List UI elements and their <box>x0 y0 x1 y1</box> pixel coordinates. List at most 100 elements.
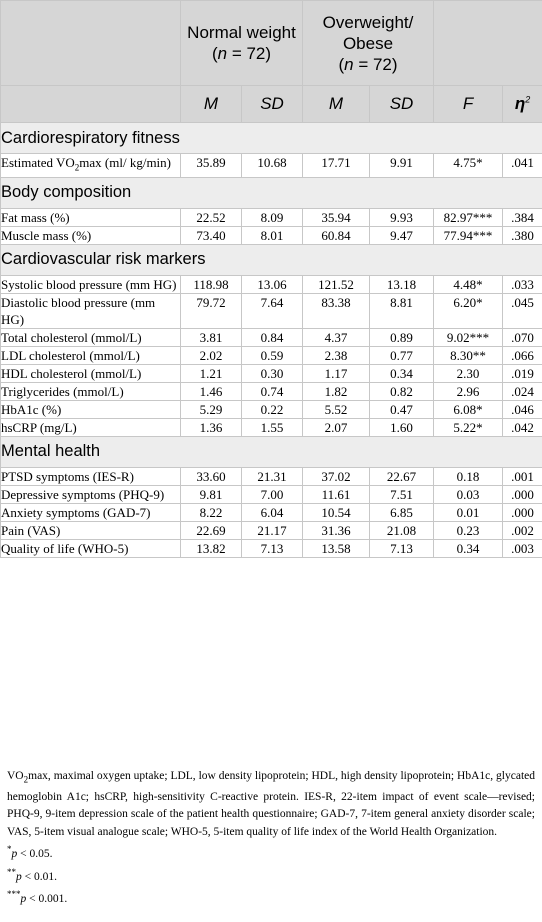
col-normal-m: M <box>180 85 242 123</box>
table-row: Muscle mass (%) 73.40 8.01 60.84 9.47 77.94**… <box>0 225 542 245</box>
normal-weight-sd: 0.59 <box>241 345 303 365</box>
overweight-mean: 60.84 <box>302 225 370 245</box>
table-row: HDL cholesterol (mmol/L) 1.21 0.30 1.17 0.34… <box>0 363 542 383</box>
f-value: 8.30** <box>433 345 504 365</box>
normal-weight-mean: 33.60 <box>180 466 242 486</box>
header-blank-cell <box>0 0 181 86</box>
overweight-sd: 0.89 <box>368 327 435 347</box>
overweight-sd: 9.91 <box>368 153 435 178</box>
f-value: 9.02*** <box>433 327 504 347</box>
normal-weight-sd: 0.30 <box>241 363 303 383</box>
table-body: Cardiorespiratory fitness Estimated VO2ma… <box>0 122 542 558</box>
overweight-mean: 2.38 <box>302 345 370 365</box>
significance-note-2: **p < 0.01. <box>7 866 57 883</box>
overweight-header: Overweight/Obese (n = 72) <box>301 0 435 86</box>
row-label: hsCRP (mg/L) <box>0 417 181 437</box>
normal-weight-mean: 22.69 <box>180 520 242 540</box>
table-row: hsCRP (mg/L) 1.36 1.55 2.07 1.60 5.22* .042 <box>0 417 542 437</box>
significance-note-1: *p < 0.05. <box>7 844 53 861</box>
section-title: Cardiorespiratory fitness <box>0 122 542 154</box>
normal-weight-sd: 7.64 <box>241 292 303 329</box>
section-title: Cardiovascular risk markers <box>0 243 542 276</box>
eta-squared: .000 <box>502 484 542 504</box>
eta-squared: .024 <box>502 381 542 401</box>
table-row: HbA1c (%) 5.29 0.22 5.52 0.47 6.08* .046 <box>0 399 542 419</box>
normal-weight-mean: 9.81 <box>180 484 242 504</box>
table-row: Anxiety symptoms (GAD-7) 8.22 6.04 10.54 6.8… <box>0 502 542 522</box>
table-row: Quality of life (WHO-5) 13.82 7.13 13.58 7.1… <box>0 538 542 558</box>
f-value: 0.03 <box>433 484 504 504</box>
row-label: HDL cholesterol (mmol/L) <box>0 363 181 383</box>
f-value: 2.96 <box>433 381 504 401</box>
eta-squared: .041 <box>502 153 542 178</box>
f-eta-header-blank <box>433 0 542 86</box>
row-label: HbA1c (%) <box>0 399 181 419</box>
table-footnotes: VO2max, maximal oxygen uptake; LDL, low … <box>7 768 535 908</box>
overweight-sd: 9.47 <box>368 225 435 245</box>
normal-weight-sd: 7.13 <box>241 538 303 558</box>
col-eta: η2 <box>502 85 542 123</box>
f-value: 6.08* <box>433 399 504 419</box>
header-blank-cell-2 <box>0 85 181 123</box>
row-label: Estimated VO2max (ml/ kg/min) <box>0 153 181 178</box>
overweight-sd: 7.13 <box>368 538 435 558</box>
eta-squared: .042 <box>502 417 542 437</box>
overweight-n: (n = 72) <box>338 54 398 74</box>
header-group-row: Normal weight (n = 72) Overweight/Obese … <box>0 0 542 86</box>
normal-weight-sd: 6.04 <box>241 502 303 522</box>
overweight-mean: 31.36 <box>302 520 370 540</box>
eta-symbol: η <box>514 94 526 113</box>
row-label: Total cholesterol (mmol/L) <box>0 327 181 347</box>
row-label: Systolic blood pressure (mm HG) <box>0 274 181 294</box>
overweight-mean: 2.07 <box>302 417 370 437</box>
results-table: Normal weight (n = 72) Overweight/Obese … <box>0 0 542 558</box>
overweight-mean: 1.17 <box>302 363 370 383</box>
overweight-title: Overweight/Obese <box>322 12 414 53</box>
eta-squared: .000 <box>502 502 542 522</box>
normal-weight-mean: 22.52 <box>180 207 242 227</box>
eta-squared: .019 <box>502 363 542 383</box>
overweight-sd: 6.85 <box>368 502 435 522</box>
overweight-mean: 121.52 <box>302 274 370 294</box>
normal-weight-mean: 1.46 <box>180 381 242 401</box>
normal-weight-sd: 1.55 <box>241 417 303 437</box>
normal-weight-sd: 21.17 <box>241 520 303 540</box>
overweight-sd: 8.81 <box>368 292 435 329</box>
section-title: Mental health <box>0 435 542 468</box>
overweight-mean: 83.38 <box>302 292 370 329</box>
f-value: 2.30 <box>433 363 504 383</box>
row-label: Anxiety symptoms (GAD-7) <box>0 502 181 522</box>
significance-note-3: ***p < 0.001. <box>7 888 68 905</box>
eta-squared: .384 <box>502 207 542 227</box>
normal-weight-header: Normal weight (n = 72) <box>180 0 303 86</box>
normal-weight-mean: 5.29 <box>180 399 242 419</box>
overweight-sd: 22.67 <box>368 466 435 486</box>
normal-weight-sd: 0.84 <box>241 327 303 347</box>
table-row: Pain (VAS) 22.69 21.17 31.36 21.08 0.23.002 <box>0 520 542 540</box>
eta-squared: .046 <box>502 399 542 419</box>
normal-weight-sd: 0.74 <box>241 381 303 401</box>
f-value: 0.34 <box>433 538 504 558</box>
eta-squared: .380 <box>502 225 542 245</box>
abbreviations-note: VO2max, maximal oxygen uptake; LDL, low … <box>7 770 535 838</box>
section-title: Body composition <box>0 176 542 209</box>
f-value: 4.75* <box>433 153 504 178</box>
col-overweight-sd: SD <box>368 85 435 123</box>
overweight-sd: 13.18 <box>368 274 435 294</box>
overweight-sd: 0.82 <box>368 381 435 401</box>
eta-squared: .001 <box>502 466 542 486</box>
normal-weight-sd: 13.06 <box>241 274 303 294</box>
overweight-mean: 35.94 <box>302 207 370 227</box>
normal-weight-mean: 79.72 <box>180 292 242 329</box>
table-row: Systolic blood pressure (mm HG) 118.98 13.… <box>0 274 542 294</box>
eta-squared: .070 <box>502 327 542 347</box>
row-label: Quality of life (WHO-5) <box>0 538 181 558</box>
table-row: Diastolic blood pressure (mm HG) 79.72 7.6… <box>0 292 542 329</box>
row-label: Muscle mass (%) <box>0 225 181 245</box>
f-value: 5.22* <box>433 417 504 437</box>
row-label: Fat mass (%) <box>0 207 181 227</box>
f-value: 0.18 <box>433 466 504 486</box>
overweight-sd: 0.34 <box>368 363 435 383</box>
row-label: LDL cholesterol (mmol/L) <box>0 345 181 365</box>
overweight-mean: 37.02 <box>302 466 370 486</box>
